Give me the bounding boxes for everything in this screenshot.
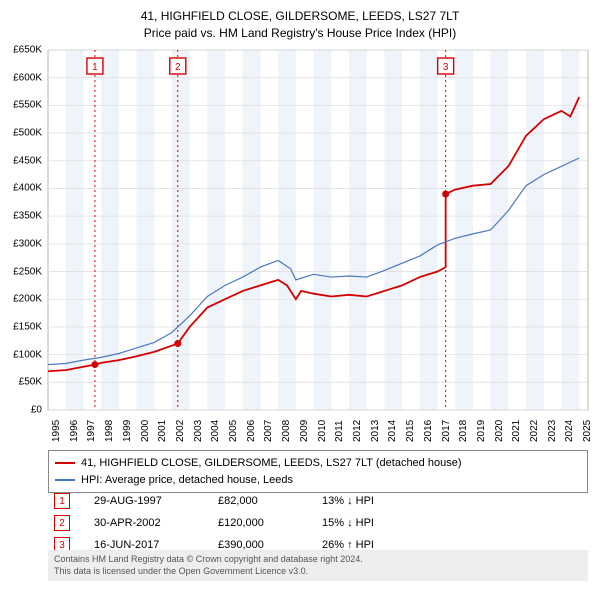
xtick-label: 1997 (86, 420, 97, 442)
ytick-label: £650K (2, 45, 42, 56)
event-marker-box: 2 (54, 515, 70, 531)
legend-label: HPI: Average price, detached house, Leed… (81, 472, 293, 489)
title-line2: Price paid vs. HM Land Registry's House … (0, 25, 600, 42)
event-date: 30-APR-2002 (94, 517, 194, 529)
xtick-label: 2013 (370, 420, 381, 442)
title-line1: 41, HIGHFIELD CLOSE, GILDERSOME, LEEDS, … (0, 8, 600, 25)
xtick-label: 1999 (122, 420, 133, 442)
events-table: 1 29-AUG-1997 £82,000 13% ↓ HPI 2 30-APR-2002… (48, 490, 588, 556)
footer-line2: This data is licensed under the Open Gov… (54, 566, 582, 578)
legend-swatch (55, 462, 75, 464)
xtick-label: 2014 (387, 420, 398, 442)
svg-text:2: 2 (175, 62, 181, 73)
svg-text:1: 1 (92, 62, 98, 73)
xtick-label: 2021 (511, 420, 522, 442)
legend-item: 41, HIGHFIELD CLOSE, GILDERSOME, LEEDS, … (55, 455, 581, 472)
event-date: 29-AUG-1997 (94, 495, 194, 507)
ytick-label: £600K (2, 72, 42, 83)
xtick-label: 2011 (334, 420, 345, 442)
ytick-label: £100K (2, 349, 42, 360)
xtick-label: 2012 (352, 420, 363, 442)
xtick-label: 2017 (441, 420, 452, 442)
event-row: 2 30-APR-2002 £120,000 15% ↓ HPI (48, 512, 588, 534)
event-diff: 13% ↓ HPI (322, 495, 412, 507)
xtick-label: 1995 (51, 420, 62, 442)
ytick-label: £550K (2, 100, 42, 111)
xtick-label: 2009 (299, 420, 310, 442)
svg-text:3: 3 (443, 62, 449, 73)
xtick-label: 2024 (564, 420, 575, 442)
legend-item: HPI: Average price, detached house, Leed… (55, 472, 581, 489)
ytick-label: £450K (2, 155, 42, 166)
xtick-label: 2006 (246, 420, 257, 442)
xtick-label: 2025 (582, 420, 593, 442)
ytick-label: £50K (2, 377, 42, 388)
marker-point (174, 340, 181, 347)
xtick-label: 2018 (458, 420, 469, 442)
ytick-label: £200K (2, 294, 42, 305)
event-marker-box: 1 (54, 493, 70, 509)
legend-swatch (55, 479, 75, 481)
ytick-label: £0 (2, 405, 42, 416)
xtick-label: 1996 (69, 420, 80, 442)
xtick-label: 2016 (423, 420, 434, 442)
footer-line1: Contains HM Land Registry data © Crown c… (54, 554, 582, 566)
xtick-label: 2002 (175, 420, 186, 442)
ytick-label: £150K (2, 321, 42, 332)
marker-point (442, 191, 449, 198)
chart-title: 41, HIGHFIELD CLOSE, GILDERSOME, LEEDS, … (0, 0, 600, 42)
event-price: £120,000 (218, 517, 298, 529)
ytick-label: £500K (2, 128, 42, 139)
xtick-label: 2007 (263, 420, 274, 442)
xtick-label: 2003 (193, 420, 204, 442)
xtick-label: 2020 (494, 420, 505, 442)
xtick-label: 2019 (476, 420, 487, 442)
event-price: £82,000 (218, 495, 298, 507)
xtick-label: 2015 (405, 420, 416, 442)
legend-label: 41, HIGHFIELD CLOSE, GILDERSOME, LEEDS, … (81, 455, 461, 472)
legend: 41, HIGHFIELD CLOSE, GILDERSOME, LEEDS, … (48, 450, 588, 493)
xtick-label: 2010 (317, 420, 328, 442)
xtick-label: 2005 (228, 420, 239, 442)
xtick-label: 2008 (281, 420, 292, 442)
ytick-label: £300K (2, 238, 42, 249)
marker-point (91, 361, 98, 368)
ytick-label: £400K (2, 183, 42, 194)
xtick-label: 2023 (547, 420, 558, 442)
ytick-label: £350K (2, 211, 42, 222)
ytick-label: £250K (2, 266, 42, 277)
footer-attribution: Contains HM Land Registry data © Crown c… (48, 550, 588, 581)
event-diff: 15% ↓ HPI (322, 517, 412, 529)
xtick-label: 2001 (157, 420, 168, 442)
event-row: 1 29-AUG-1997 £82,000 13% ↓ HPI (48, 490, 588, 512)
xtick-label: 2022 (529, 420, 540, 442)
chart-area: 123 £0£50K£100K£150K£200K£250K£300K£350K… (48, 50, 588, 410)
xtick-label: 1998 (104, 420, 115, 442)
xtick-label: 2004 (210, 420, 221, 442)
xtick-label: 2000 (140, 420, 151, 442)
